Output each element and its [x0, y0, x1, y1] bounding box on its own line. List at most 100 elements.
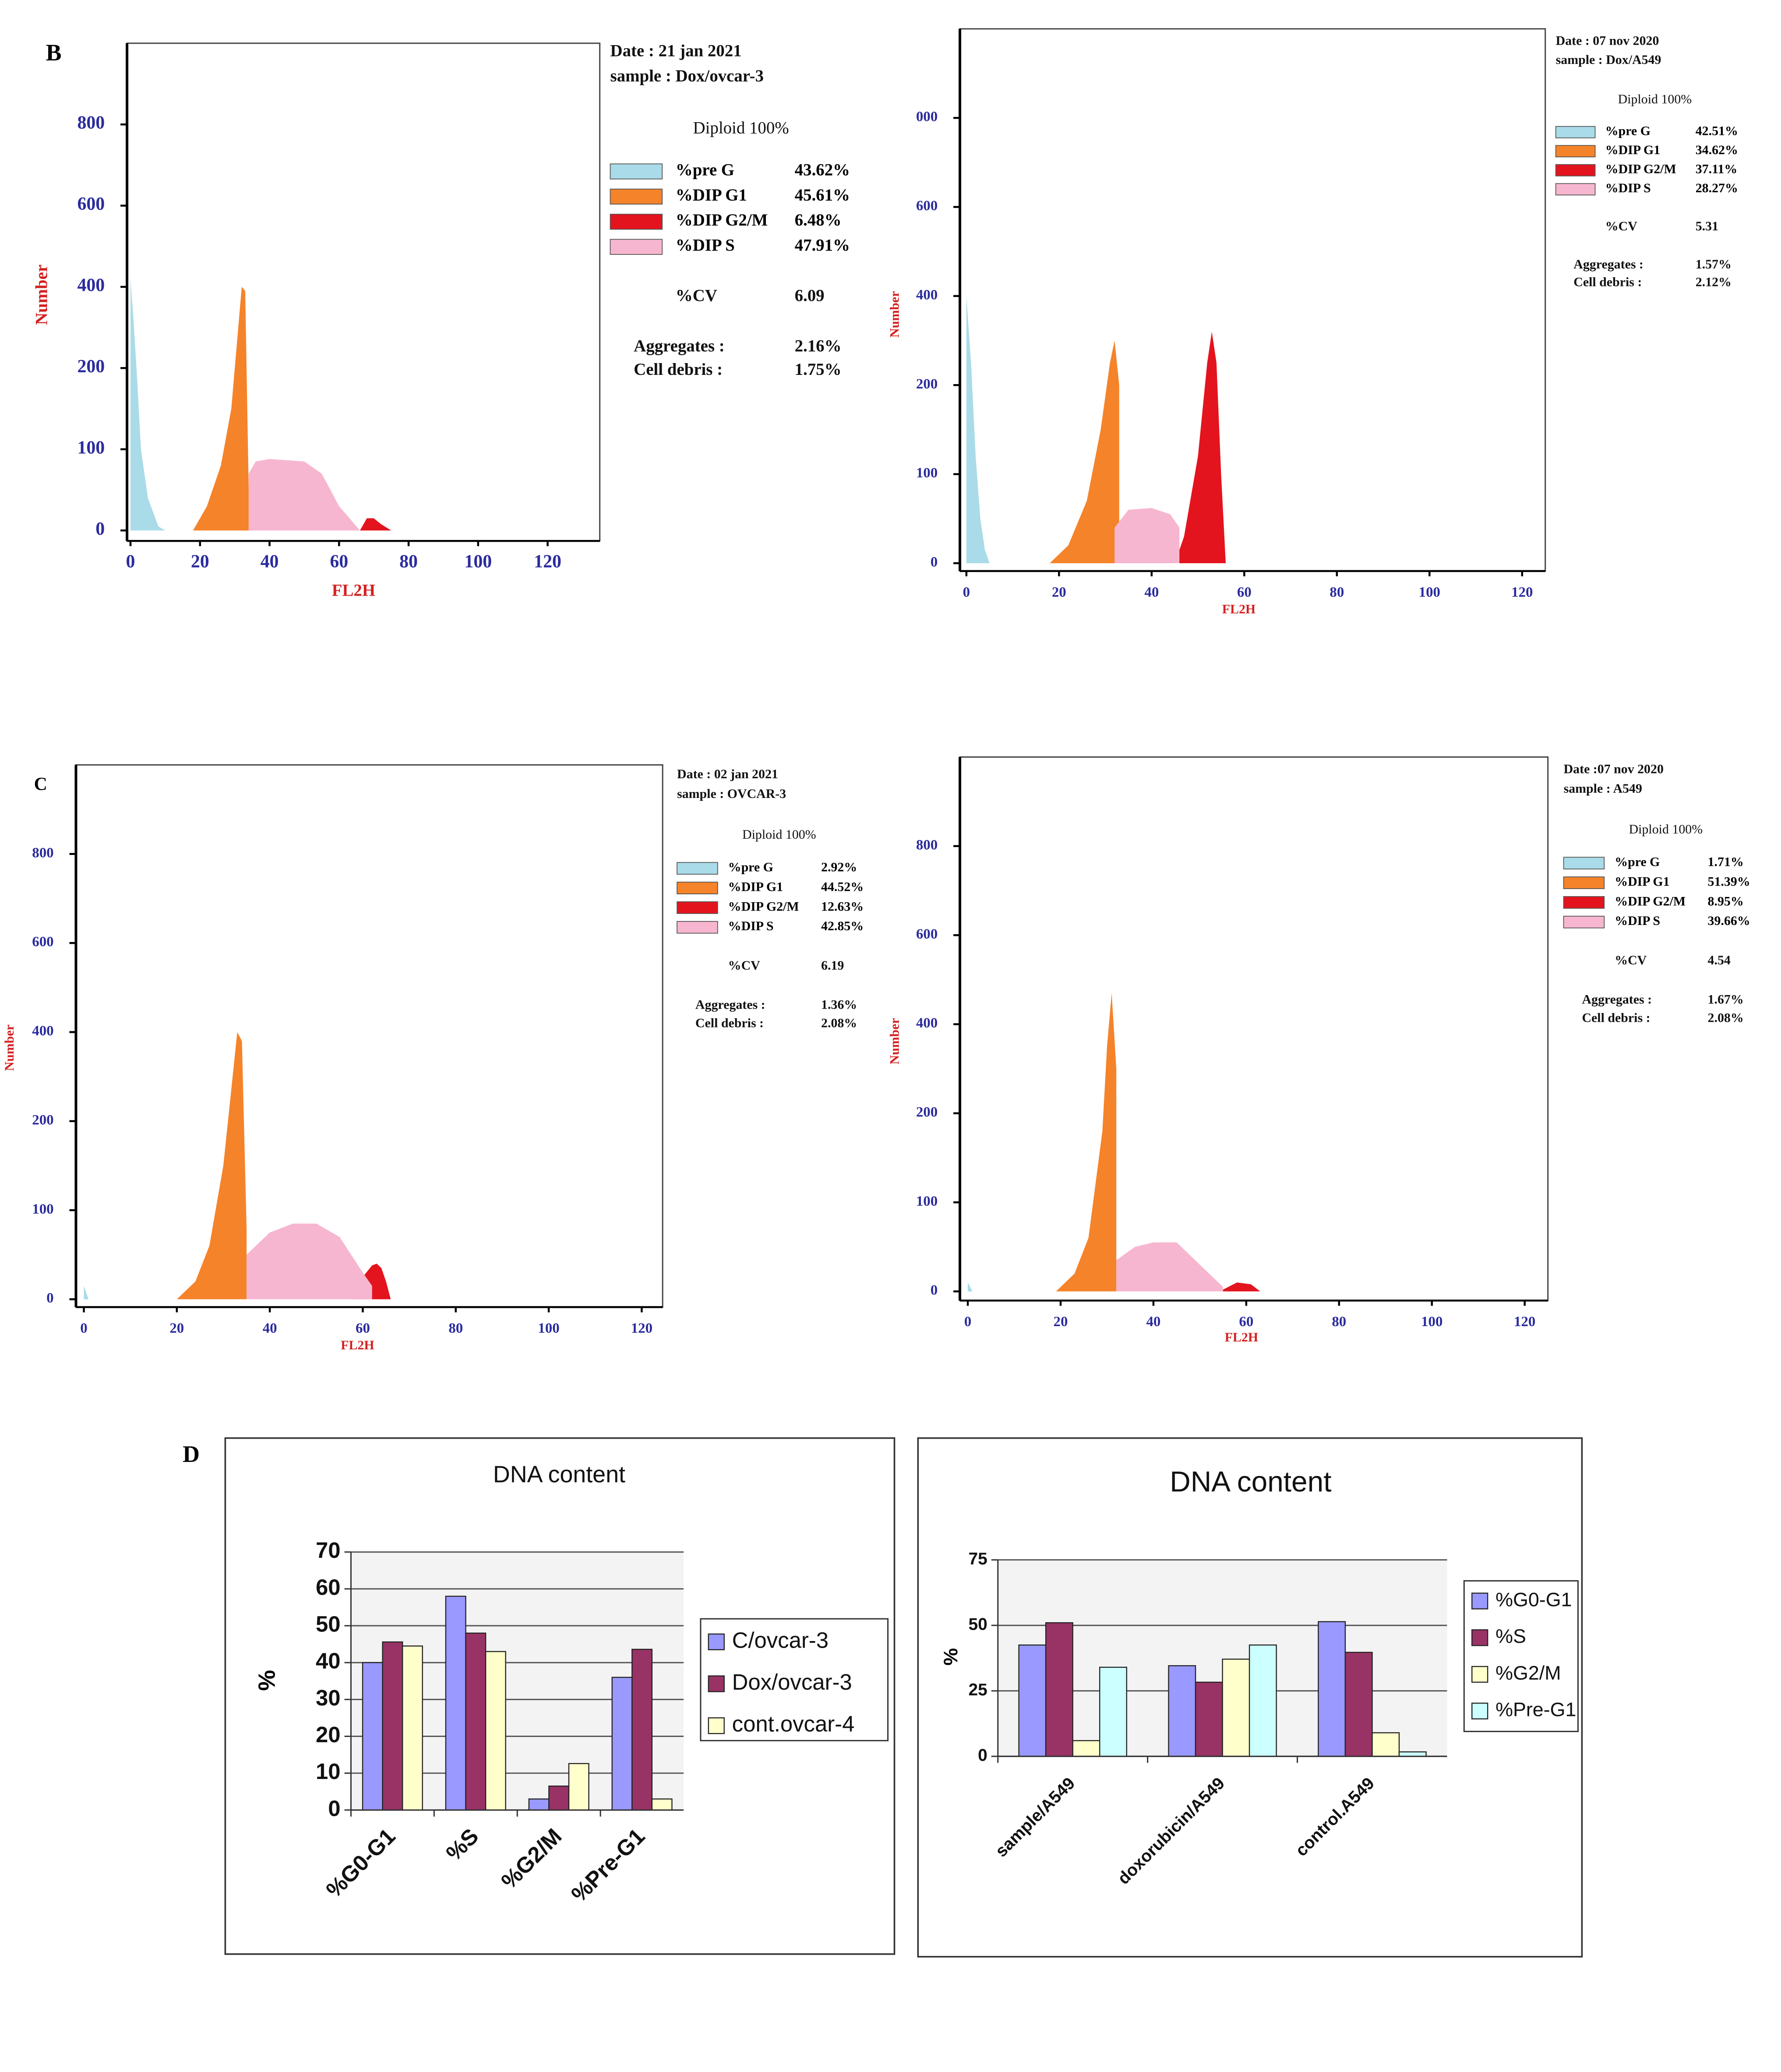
y-tick-label: 40	[316, 1648, 341, 1673]
legend-label: %DIP G1	[1605, 143, 1660, 157]
x-tick-label: 100	[464, 552, 492, 572]
legend-percent: 42.51%	[1696, 124, 1738, 138]
legend-swatch	[677, 882, 718, 894]
y-tick-label: 600	[77, 194, 105, 214]
info-aggregates: 1.67%	[1708, 992, 1744, 1007]
histogram-area	[360, 518, 391, 531]
legend-swatch	[610, 239, 663, 255]
legend-label: %DIP G2/M	[728, 899, 799, 914]
x-tick-label: 0	[964, 1314, 971, 1330]
bar	[362, 1662, 383, 1811]
y-tick-label: 600	[916, 198, 938, 214]
x-axis-label: FL2H	[1222, 602, 1256, 616]
info-debris: 2.12%	[1696, 275, 1732, 289]
info-aggregates: 1.36%	[821, 998, 857, 1012]
bar	[1018, 1644, 1047, 1757]
x-tick-label: 60	[356, 1320, 370, 1336]
x-tick-label: 60	[330, 552, 348, 572]
y-tick-label: 0	[931, 554, 938, 570]
x-tick-label: 60	[1237, 584, 1252, 600]
legend-swatch	[1471, 1702, 1488, 1719]
y-tick-label: 100	[916, 1193, 938, 1209]
x-tick-label: 120	[631, 1320, 652, 1336]
bar	[1045, 1622, 1073, 1757]
x-tick-label: 80	[1330, 584, 1344, 600]
bar	[1099, 1666, 1127, 1757]
panel-label: B	[46, 39, 62, 66]
legend-label: %pre G	[1615, 855, 1660, 869]
histogram-area	[176, 1032, 247, 1299]
chart-title: DNA content	[493, 1461, 625, 1488]
y-tick-label: 200	[916, 1104, 938, 1120]
histogram-area	[1050, 340, 1119, 563]
x-axis-label: FL2H	[1225, 1330, 1258, 1345]
x-tick-label: 40	[261, 552, 279, 572]
legend-label: %DIP G2/M	[676, 211, 768, 229]
bar	[1072, 1740, 1100, 1757]
y-axis-label: Number	[2, 1024, 17, 1071]
legend-label: Dox/ovcar-3	[732, 1670, 852, 1694]
legend-swatch	[1555, 183, 1596, 196]
x-tick-label: 100	[1421, 1314, 1442, 1330]
bar	[568, 1763, 589, 1811]
info-sample: sample : A549	[1564, 781, 1642, 796]
legend-swatch	[1555, 164, 1596, 176]
x-tick-label: 20	[169, 1320, 184, 1336]
info-aggregates-label: Aggregates :	[695, 998, 765, 1012]
y-tick-label: 0	[328, 1796, 340, 1821]
y-tick-label: 600	[916, 926, 938, 942]
legend-label: %DIP G2/M	[1605, 162, 1676, 176]
legend-swatch	[1563, 876, 1605, 889]
legend-swatch	[708, 1675, 725, 1692]
panel-label: D	[183, 1441, 200, 1467]
x-tick-label: 0	[126, 552, 135, 572]
legend-percent: 12.63%	[821, 899, 864, 914]
x-axis-label: FL2H	[332, 581, 375, 600]
histogram-area	[1174, 332, 1226, 563]
x-tick-label: 60	[1239, 1314, 1253, 1330]
info-aggregates-label: Aggregates :	[1582, 992, 1652, 1007]
histogram-area	[968, 1282, 973, 1292]
y-tick-label: 0	[46, 1290, 53, 1306]
histogram-area	[966, 296, 990, 563]
info-cv-label: %CV	[676, 286, 717, 305]
plot-frame	[126, 42, 601, 542]
y-tick-label: 000	[916, 109, 938, 125]
histogram-area	[247, 1223, 372, 1299]
info-aggregates: 2.16%	[795, 336, 842, 355]
legend-swatch	[1471, 1592, 1488, 1610]
y-tick-label: 0	[931, 1282, 938, 1298]
legend-label: %DIP S	[1615, 914, 1660, 928]
x-tick-label: 20	[1052, 584, 1066, 600]
legend-swatch	[1471, 1666, 1488, 1683]
legend-percent: 39.66%	[1708, 914, 1750, 928]
histogram-area	[1223, 1282, 1260, 1292]
legend-percent: 8.95%	[1708, 894, 1744, 908]
y-tick-label: 400	[32, 1023, 53, 1039]
legend-percent: 47.91%	[795, 236, 850, 255]
info-aggregates-label: Aggregates :	[634, 336, 725, 355]
x-tick-label: 100	[538, 1320, 559, 1336]
bar	[611, 1677, 633, 1811]
x-tick-label: 40	[1146, 1314, 1160, 1330]
y-tick-label: 400	[916, 287, 938, 303]
x-axis-label: FL2H	[341, 1338, 374, 1352]
bar	[1248, 1644, 1277, 1757]
x-tick-label: 100	[1419, 584, 1440, 600]
legend-swatch	[708, 1633, 725, 1651]
plot-frame	[959, 28, 1546, 572]
legend-label: %S	[1495, 1625, 1526, 1647]
y-tick-label: 800	[32, 845, 53, 861]
legend-swatch	[1555, 126, 1596, 138]
y-tick-label: 75	[969, 1550, 987, 1568]
info-date: Date : 02 jan 2021	[677, 767, 778, 781]
legend-percent: 43.62%	[795, 160, 850, 179]
legend-label: %pre G	[728, 860, 773, 875]
x-tick-label: 40	[1144, 584, 1159, 600]
y-tick-label: 20	[316, 1722, 341, 1747]
info-debris-label: Cell debris :	[1573, 275, 1642, 289]
y-tick-label: 400	[77, 275, 105, 296]
legend-percent: 45.61%	[795, 186, 850, 205]
legend-swatch	[610, 188, 663, 205]
y-tick-label: 600	[32, 934, 53, 950]
